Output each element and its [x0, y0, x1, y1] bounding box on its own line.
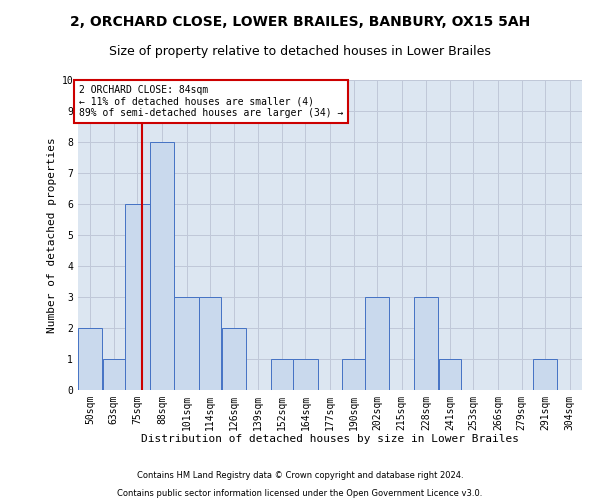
Bar — [365, 297, 389, 390]
Y-axis label: Number of detached properties: Number of detached properties — [47, 137, 57, 333]
Text: Contains HM Land Registry data © Crown copyright and database right 2024.: Contains HM Land Registry data © Crown c… — [137, 471, 463, 480]
Text: Size of property relative to detached houses in Lower Brailes: Size of property relative to detached ho… — [109, 45, 491, 58]
Bar — [533, 359, 557, 390]
Text: 2, ORCHARD CLOSE, LOWER BRAILES, BANBURY, OX15 5AH: 2, ORCHARD CLOSE, LOWER BRAILES, BANBURY… — [70, 15, 530, 29]
Bar — [414, 297, 439, 390]
Bar — [125, 204, 149, 390]
Text: 2 ORCHARD CLOSE: 84sqm
← 11% of detached houses are smaller (4)
89% of semi-deta: 2 ORCHARD CLOSE: 84sqm ← 11% of detached… — [79, 84, 343, 118]
X-axis label: Distribution of detached houses by size in Lower Brailes: Distribution of detached houses by size … — [141, 434, 519, 444]
Bar — [221, 328, 246, 390]
Bar — [293, 359, 317, 390]
Bar — [175, 297, 199, 390]
Bar — [271, 359, 293, 390]
Bar — [150, 142, 174, 390]
Text: Contains public sector information licensed under the Open Government Licence v3: Contains public sector information licen… — [118, 488, 482, 498]
Bar — [343, 359, 365, 390]
Bar — [78, 328, 103, 390]
Bar — [439, 359, 461, 390]
Bar — [199, 297, 221, 390]
Bar — [103, 359, 125, 390]
